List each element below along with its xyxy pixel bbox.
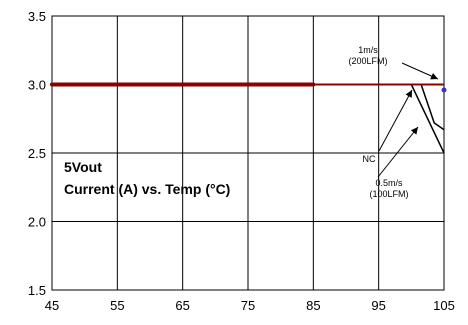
x-tick-label: 85 <box>306 298 320 313</box>
y-tick-label: 3.5 <box>28 9 46 24</box>
x-tick-label: 105 <box>433 298 455 313</box>
annotation-label-200lfm: (200LFM) <box>348 56 387 66</box>
x-tick-label: 45 <box>45 298 59 313</box>
chart-title-block: 5Vout Current (A) vs. Temp (°C) <box>64 157 230 200</box>
chart-subtitle: Current (A) vs. Temp (°C) <box>64 180 231 197</box>
x-tick-label: 65 <box>175 298 189 313</box>
x-tick-label: 55 <box>110 298 124 313</box>
annotation-arrow-nc-head <box>405 90 412 98</box>
series-endpoint-marker <box>441 87 447 93</box>
x-tick-label: 95 <box>371 298 385 313</box>
chart-title: 5Vout <box>64 159 102 175</box>
annotation-label-nc: NC <box>363 154 376 164</box>
annotation-arrow-100lfm-head <box>410 127 418 135</box>
annotation-arrow-100lfm <box>377 126 419 178</box>
y-tick-label: 2.0 <box>28 215 46 230</box>
y-tick-label: 3.0 <box>28 78 46 93</box>
annotation-label-200lfm: 1m/s <box>358 45 378 55</box>
annotation-label-100lfm: 0.5m/s <box>375 178 403 188</box>
y-tick-label: 2.5 <box>28 146 46 161</box>
annotation-label-100lfm: (100LFM) <box>369 189 408 199</box>
y-tick-label: 1.5 <box>28 283 46 298</box>
annotation-arrow-200lfm-head <box>430 72 438 80</box>
x-tick-label: 75 <box>241 298 255 313</box>
annotation-arrow-nc <box>378 89 413 152</box>
